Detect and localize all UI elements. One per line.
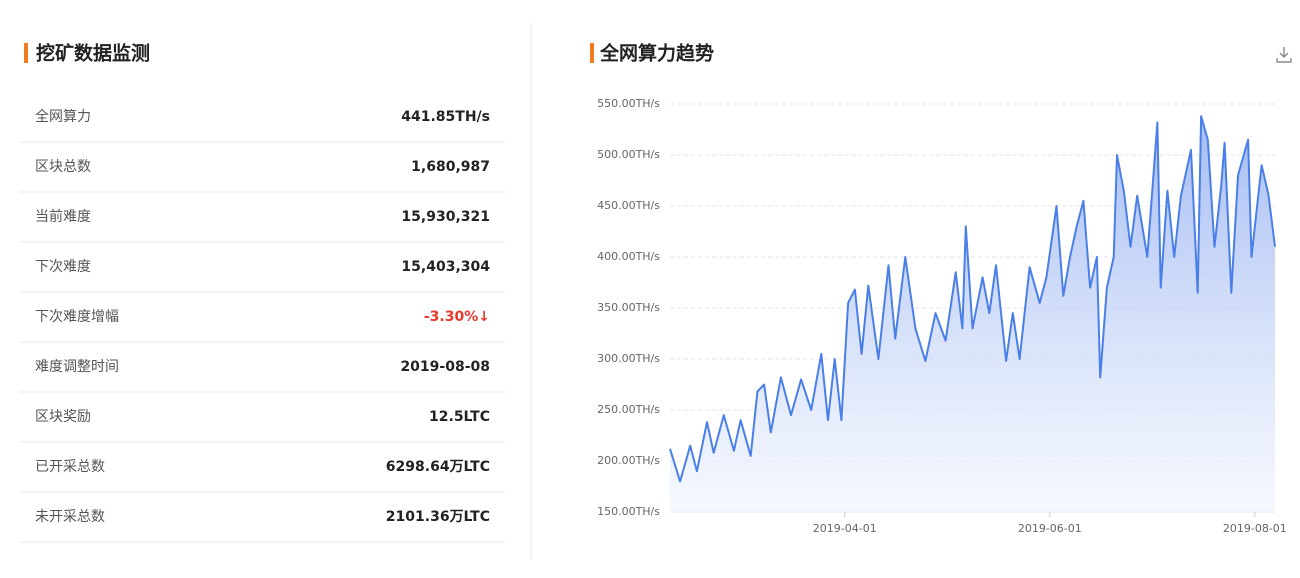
chart: 150.00TH/s 200.00TH/s 250.00TH/s 300.00TH/s…	[597, 97, 1287, 535]
row-label: 区块总数	[35, 159, 91, 175]
download-icon[interactable]	[1276, 47, 1292, 63]
row-value: -3.30%↓	[424, 309, 490, 325]
row-value: 15,930,321	[401, 209, 490, 225]
row-label: 全网算力	[35, 108, 91, 125]
panel-title: 挖矿数据监测	[36, 42, 150, 65]
y-tick-label: 400.00TH/s	[597, 250, 660, 263]
row-value: 1,680,987	[411, 159, 490, 175]
y-tick-label: 250.00TH/s	[597, 403, 660, 416]
y-tick-label: 350.00TH/s	[597, 301, 660, 314]
y-tick-label: 450.00TH/s	[597, 199, 660, 212]
row-label: 下次难度增幅	[35, 309, 119, 325]
row-value: 12.5LTC	[429, 409, 490, 425]
chart-title: 全网算力趋势	[599, 42, 714, 65]
title-accent	[590, 43, 594, 63]
row-value: 15,403,304	[401, 259, 490, 275]
row-label: 难度调整时间	[35, 359, 119, 375]
y-tick-label: 200.00TH/s	[597, 454, 660, 467]
data-table: 全网算力 441.85TH/s 区块总数 1,680,987 当前难度 15,930,32…	[20, 108, 505, 543]
x-tick-label: 2019-08-01	[1223, 522, 1287, 535]
title-accent	[24, 43, 28, 63]
row-label: 已开采总数	[35, 459, 105, 475]
y-tick-label: 150.00TH/s	[597, 505, 660, 518]
row-value: 2019-08-08	[400, 359, 490, 375]
line	[669, 115, 1276, 483]
area	[670, 116, 1275, 512]
y-tick-label: 300.00TH/s	[597, 352, 660, 365]
row-label: 当前难度	[35, 208, 91, 225]
row-label: 未开采总数	[35, 509, 105, 525]
row-value: 441.85TH/s	[401, 109, 490, 125]
y-tick-label: 500.00TH/s	[597, 148, 660, 161]
y-tick-label: 550.00TH/s	[597, 97, 660, 110]
row-label: 区块奖励	[35, 408, 91, 425]
row-value: 6298.64万LTC	[386, 459, 490, 475]
row-value: 2101.36万LTC	[386, 509, 490, 525]
x-tick-label: 2019-04-01	[813, 522, 877, 535]
x-tick-label: 2019-06-01	[1018, 522, 1082, 535]
row-label: 下次难度	[35, 259, 91, 275]
